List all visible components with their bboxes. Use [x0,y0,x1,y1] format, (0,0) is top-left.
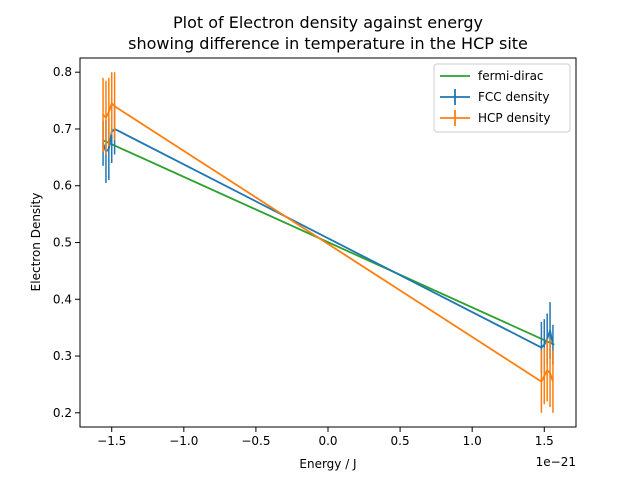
hcp-density-line [102,102,554,383]
x-axis-offset-label: 1e−21 [536,455,576,469]
legend-fcc-label: FCC density [478,90,549,104]
fermi-dirac-line [102,139,555,346]
x-axis-ticks: −1.5 −1.0 −0.5 0.0 0.5 1.0 1.5 [97,427,554,448]
legend-hcp-label: HCP density [478,111,550,125]
series-fermi-dirac [102,139,555,346]
x-tick-label: 0.5 [391,434,410,448]
x-tick-label: 1.0 [463,434,482,448]
legend: fermi-dirac FCC density HCP density [433,63,571,133]
y-tick-label: 0.8 [53,65,72,79]
y-tick-label: 0.7 [53,122,72,136]
y-tick-label: 0.6 [53,179,72,193]
x-tick-label: 0.0 [318,434,337,448]
y-axis-label: Electron Density [29,193,43,292]
legend-box [433,63,571,133]
x-tick-label: −1.5 [97,434,126,448]
plot-area [102,72,555,413]
y-tick-label: 0.4 [53,292,72,306]
legend-fermi-dirac-label: fermi-dirac [478,69,544,83]
x-axis-label: Energy / J [299,457,356,471]
x-tick-label: −0.5 [241,434,270,448]
x-tick-label: 1.5 [535,434,554,448]
y-tick-label: 0.3 [53,349,72,363]
y-tick-label: 0.2 [53,406,72,420]
x-tick-label: −1.0 [169,434,198,448]
chart-title-line-2: showing difference in temperature in the… [128,34,528,53]
y-tick-label: 0.5 [53,236,72,250]
series-hcp-density [102,72,554,413]
chart-title-line-1: Plot of Electron density against energy [173,13,483,32]
y-axis-ticks: 0.2 0.3 0.4 0.5 0.6 0.7 0.8 [53,65,80,420]
fcc-density-line [102,128,554,349]
